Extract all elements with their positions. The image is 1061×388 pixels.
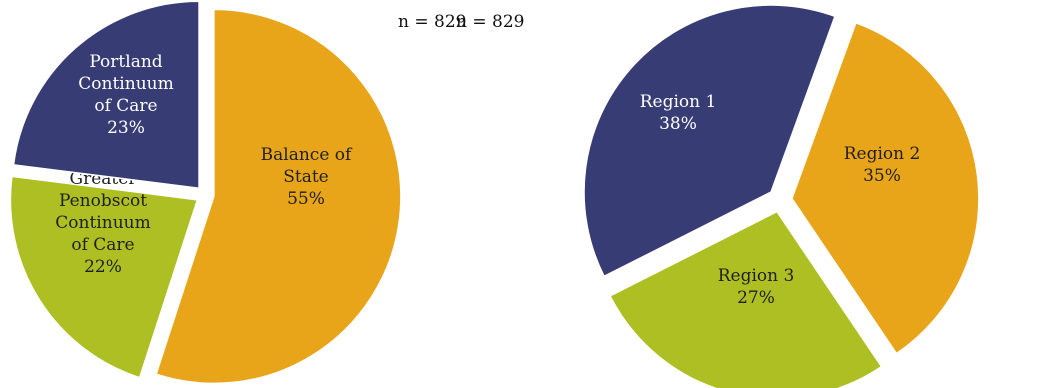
left-slice-name-line-1-2: Continuum	[55, 213, 150, 233]
left-slice-name-line-1-3: of Care	[71, 235, 134, 255]
right-pie-slice-0	[791, 21, 980, 355]
left-slice-percent-0: 55%	[287, 189, 325, 209]
left-slice-name-line-2-2: of Care	[94, 96, 157, 116]
right-slice-percent-1: 27%	[737, 288, 775, 308]
sample-size-note-left: n = 829	[398, 12, 467, 32]
pie-chart-regions: Region 2 35% Region 3 27% Region 1 38%	[530, 0, 1061, 388]
left-slice-name-line-0-1: State	[283, 167, 329, 187]
left-slice-label-1: Greater Penobscot Continuum of Care 22%	[55, 169, 150, 277]
sample-size-note-right: n = 829	[456, 12, 525, 32]
right-slice-name-line-1-0: Region 3	[718, 266, 795, 286]
left-slice-name-line-2-1: Continuum	[78, 74, 173, 94]
left-slice-name-line-0-0: Balance of	[261, 145, 353, 165]
left-slice-name-line-2-0: Portland	[89, 52, 162, 72]
right-slice-name-line-2-0: Region 1	[640, 92, 717, 112]
right-slice-label-2: Region 1 38%	[640, 92, 717, 134]
left-slice-name-line-1-1: Penobscot	[59, 191, 147, 211]
right-slice-label-1: Region 3 27%	[718, 266, 795, 308]
right-slice-name-line-0-0: Region 2	[844, 144, 921, 164]
pie-chart-continuum-of-care: Balance of State 55% Greater Penobscot Contin…	[0, 0, 530, 388]
pie-svg-right: Region 2 35% Region 3 27% Region 1 38%	[583, 4, 980, 388]
left-slice-percent-1: 22%	[84, 257, 122, 277]
left-pie-slice-0	[155, 8, 402, 385]
left-pie-slice-1	[9, 175, 199, 379]
right-pie-slice-2	[583, 4, 836, 278]
right-slice-label-0: Region 2 35%	[844, 144, 921, 186]
left-pie-slice-2	[12, 0, 200, 190]
pie-svg-left: Balance of State 55% Greater Penobscot Contin…	[9, 0, 402, 385]
left-slice-label-0: Balance of State 55%	[261, 145, 353, 209]
right-pie-slice-1	[609, 210, 883, 388]
right-slice-percent-2: 38%	[659, 114, 697, 134]
left-slice-label-2: Portland Continuum of Care 23%	[78, 52, 173, 138]
left-slice-percent-2: 23%	[107, 118, 145, 138]
right-slice-percent-0: 35%	[863, 166, 901, 186]
